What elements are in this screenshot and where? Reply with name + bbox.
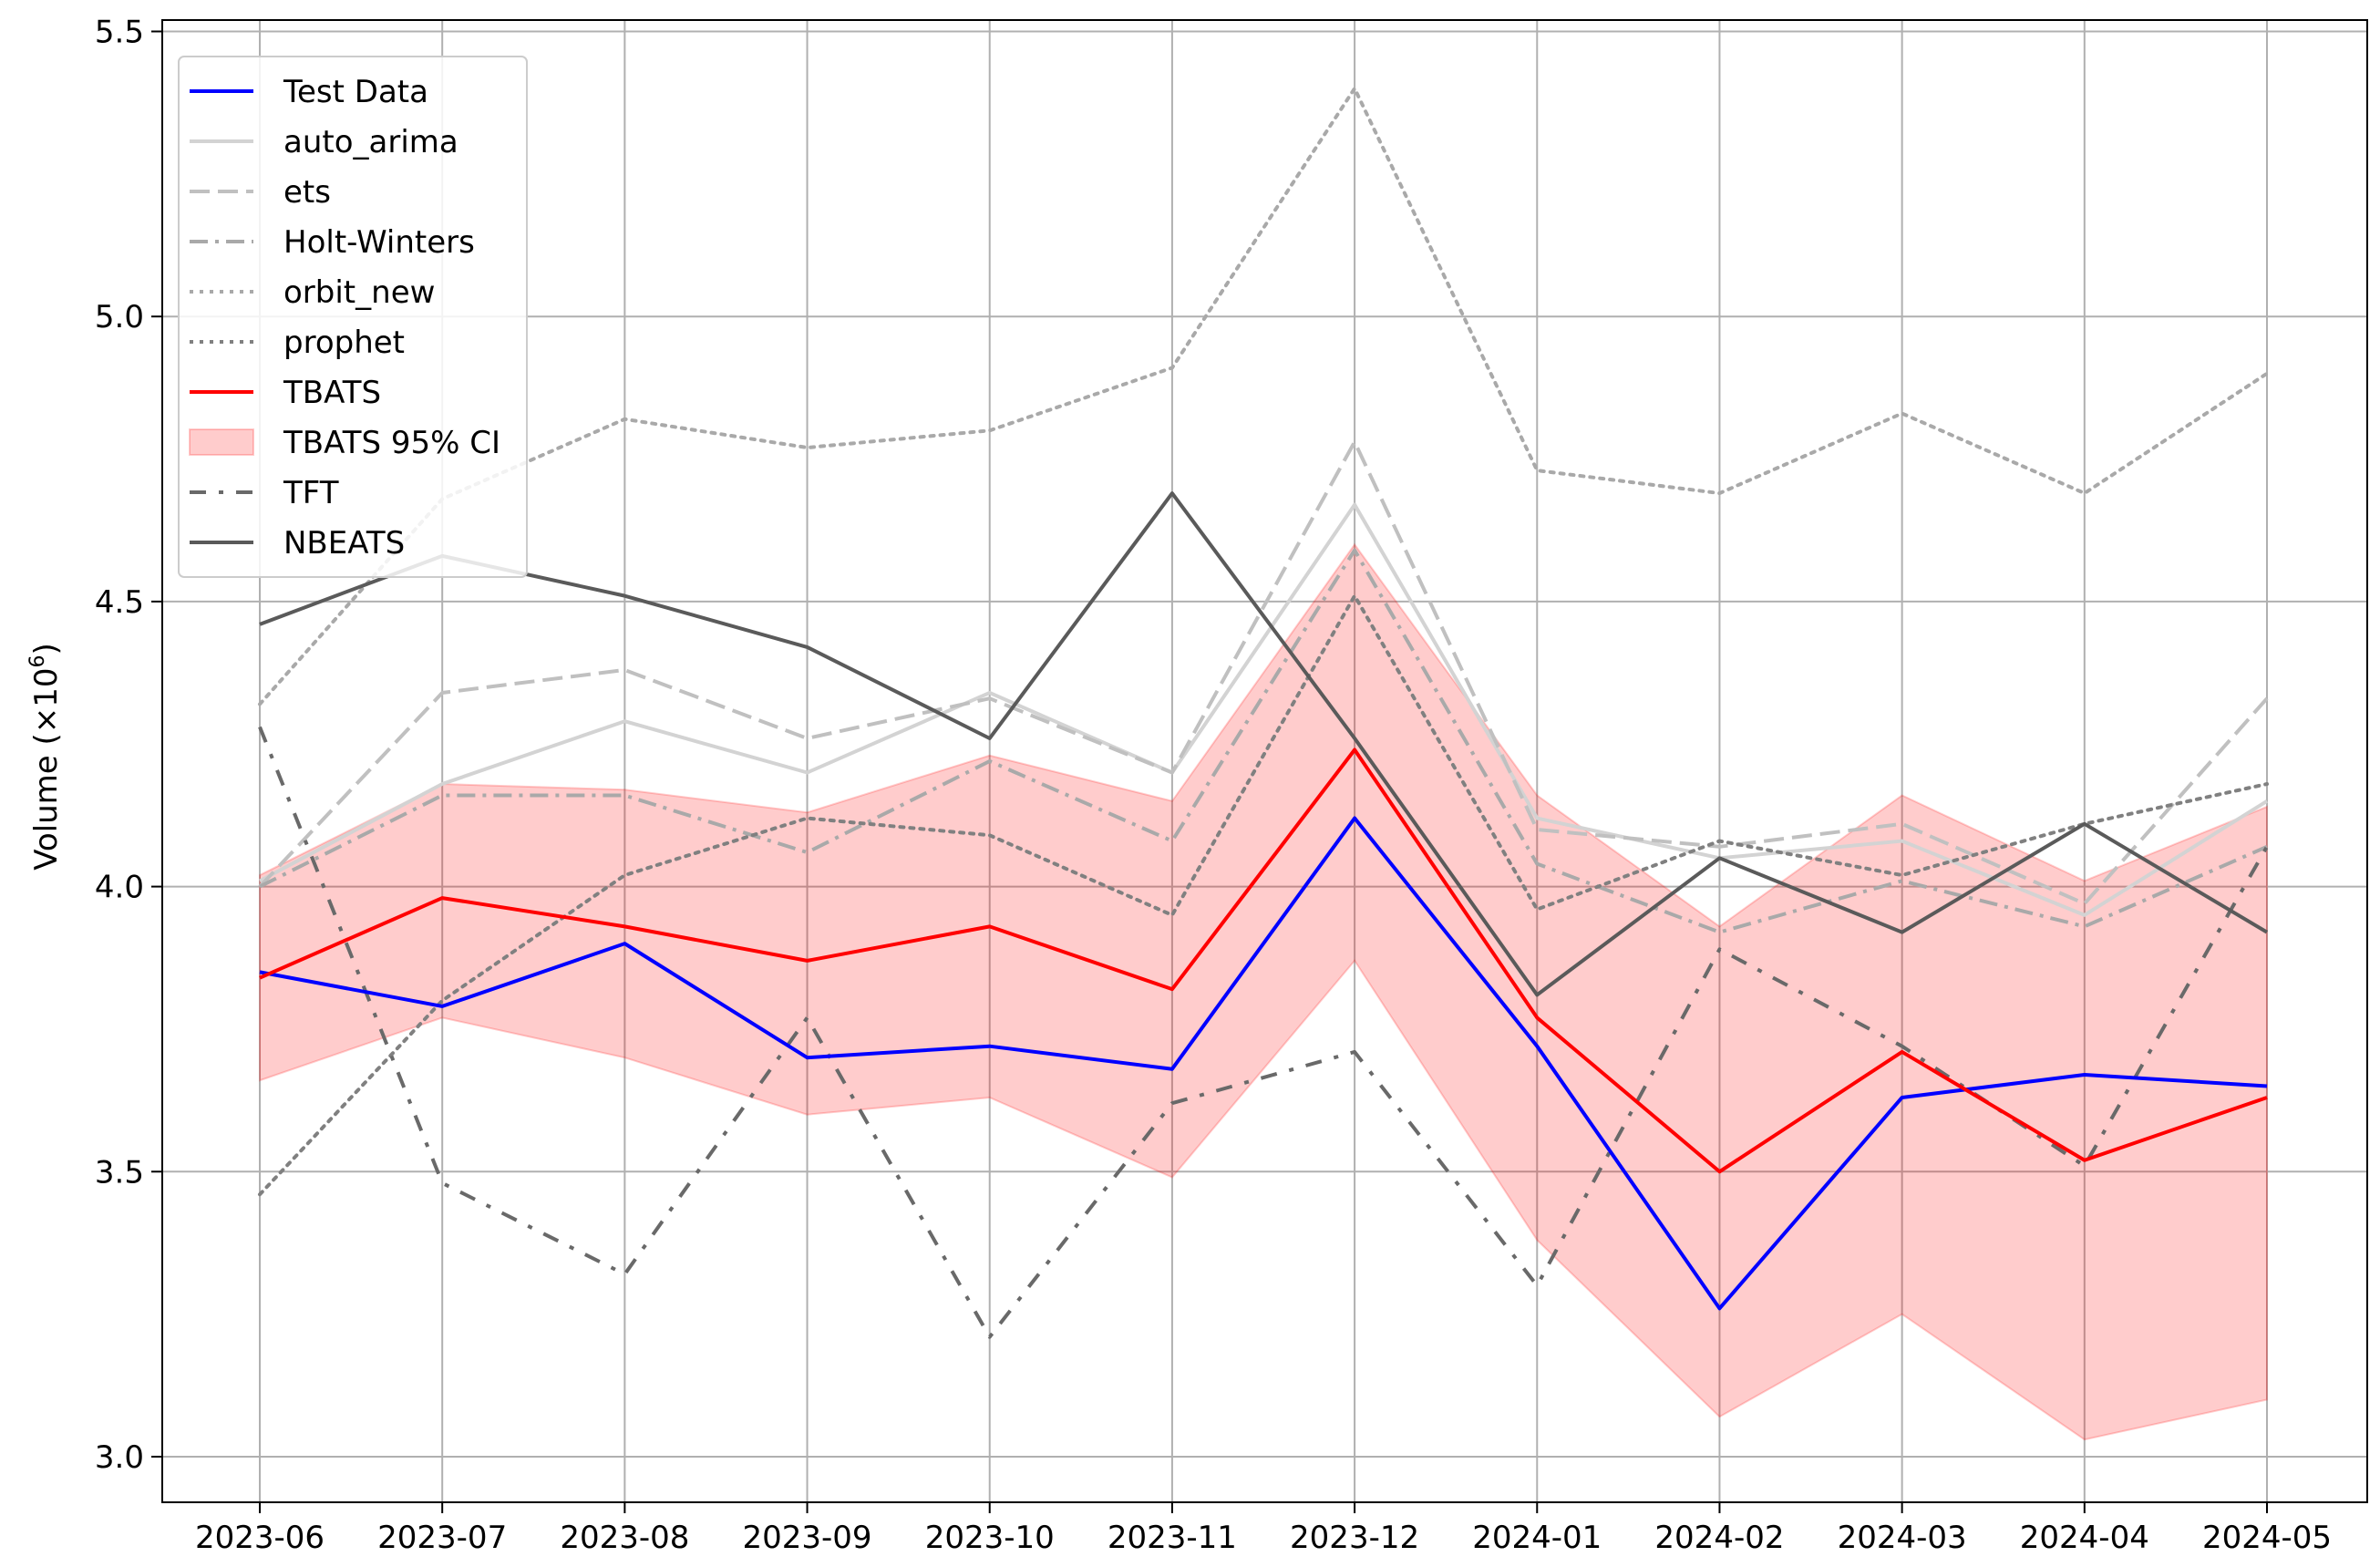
legend-item-holt-winters: Holt-Winters bbox=[190, 224, 475, 261]
legend-swatch bbox=[189, 428, 254, 456]
series-line-tft bbox=[258, 726, 2269, 1339]
y-tick-label: 5.5 bbox=[95, 15, 144, 51]
legend-item-ets: ets bbox=[190, 174, 331, 211]
legend-label: Test Data bbox=[283, 74, 428, 110]
confidence-band-layer bbox=[259, 542, 2268, 1441]
series-line-test-data bbox=[259, 816, 2268, 1311]
grid bbox=[162, 20, 2367, 1502]
x-tick-label: 2023-10 bbox=[925, 1520, 1055, 1556]
legend-label: prophet bbox=[283, 325, 405, 361]
axis-ticks: 2023-06 2023-07 2023-08 2023-09 2023-10 2023-… bbox=[95, 15, 2332, 1556]
legend-item-auto-arima: auto_arima bbox=[190, 124, 458, 160]
y-tick-label: 4.5 bbox=[95, 584, 144, 621]
legend-item-nbeats: NBEATS bbox=[190, 525, 405, 562]
legend-item-tft: TFT bbox=[190, 475, 339, 511]
x-tick-label: 2024-04 bbox=[2020, 1520, 2149, 1556]
legend-item-prophet: prophet bbox=[190, 325, 405, 361]
series-layer bbox=[258, 87, 2269, 1339]
y-tick-label: 3.0 bbox=[95, 1439, 144, 1476]
legend-label: NBEATS bbox=[283, 525, 405, 562]
x-tick-label: 2023-09 bbox=[743, 1520, 872, 1556]
legend-item-tbats-95-ci: TBATS 95% CI bbox=[189, 425, 500, 461]
y-tick-label: 4.0 bbox=[95, 870, 144, 906]
legend-label: TBATS bbox=[283, 375, 381, 411]
legend-label: Holt-Winters bbox=[283, 224, 475, 261]
x-tick-label: 2023-06 bbox=[195, 1520, 325, 1556]
series-line-nbeats bbox=[259, 491, 2269, 997]
y-axis-label: Volume (×106) bbox=[26, 643, 65, 871]
plot-frame bbox=[161, 19, 2368, 1503]
legend-item-orbit-new: orbit_new bbox=[190, 274, 435, 311]
legend-label: TFT bbox=[283, 475, 339, 511]
series-line-ets bbox=[258, 439, 2269, 906]
legend-label: ets bbox=[283, 174, 331, 211]
series-line-orbit-new bbox=[258, 87, 2269, 706]
x-tick-label: 2024-03 bbox=[1838, 1520, 1967, 1556]
legend-label: auto_arima bbox=[283, 124, 458, 160]
legend-item-tbats: TBATS bbox=[190, 375, 381, 411]
tbats-ci-band bbox=[259, 542, 2268, 1441]
x-tick-label: 2023-07 bbox=[377, 1520, 507, 1556]
x-tick-label: 2024-05 bbox=[2202, 1520, 2332, 1556]
x-tick-label: 2024-02 bbox=[1654, 1520, 1784, 1556]
legend-label: TBATS 95% CI bbox=[283, 425, 500, 461]
x-tick-label: 2024-01 bbox=[1472, 1520, 1602, 1556]
y-tick-label: 5.0 bbox=[95, 299, 144, 335]
x-tick-label: 2023-12 bbox=[1290, 1520, 1419, 1556]
y-tick-label: 3.5 bbox=[95, 1154, 144, 1191]
legend-item-test-data: Test Data bbox=[190, 74, 428, 110]
x-tick-label: 2023-08 bbox=[560, 1520, 689, 1556]
series-line-auto-arima bbox=[259, 502, 2269, 917]
series-line-tbats bbox=[259, 747, 2268, 1174]
series-line-prophet bbox=[258, 593, 2269, 1197]
legend-label: orbit_new bbox=[283, 274, 435, 311]
series-line-holt-winters bbox=[259, 548, 2268, 934]
legend-box bbox=[178, 56, 528, 578]
x-tick-label: 2023-11 bbox=[1108, 1520, 1237, 1556]
